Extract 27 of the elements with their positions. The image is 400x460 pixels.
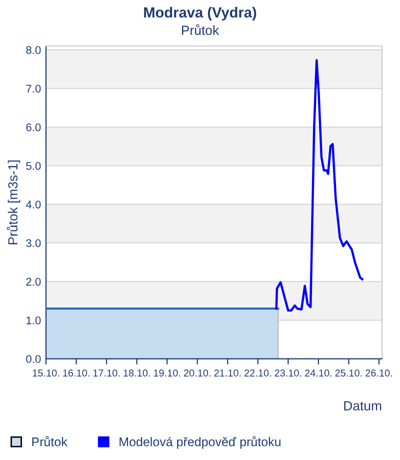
x-tick-label: 24.10. [305,369,332,377]
y-tick-label: 1.0 [26,316,41,324]
y-tick-label: 3.0 [26,239,41,248]
chart-title: Modrava (Vydra) [144,6,256,20]
legend-label: Průtok [32,436,68,446]
x-tick-label: 26.10. [366,369,392,377]
y-tick-label: 8.0 [26,46,41,54]
x-tick-label: 20.10. [184,369,210,377]
legend-label: Modelová předpověď průtoku [120,436,280,449]
y-axis-title: Průtok [m3s-1] [6,160,20,244]
x-tick-label: 18.10. [124,369,150,377]
x-tick-label: 19.10. [154,369,180,377]
x-axis-title: Datum [344,401,382,410]
x-tick-label: 15.10. [32,369,59,377]
y-tick-label: 5.0 [26,162,41,170]
y-tick-label: 4.0 [26,200,41,208]
x-tick-label: 22.10. [244,369,271,377]
x-tick-label: 17.10. [93,369,120,377]
y-tick-label: 0.0 [26,355,41,363]
x-tick-label: 21.10. [214,369,241,377]
y-tick-label: 6.0 [26,123,41,132]
y-tick-label: 7.0 [26,84,41,93]
x-tick-label: 16.10. [63,369,90,377]
chart-subtitle: Průtok [182,24,220,35]
y-tick-label: 2.0 [26,278,41,286]
x-tick-label: 23.10. [274,369,302,377]
x-tick-label: 25.10. [335,369,362,377]
